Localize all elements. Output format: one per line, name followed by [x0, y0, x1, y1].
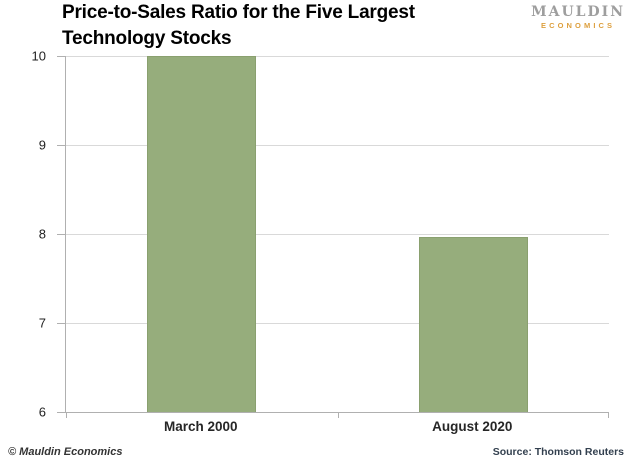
bar-august-2020 — [418, 236, 528, 412]
chart-title-line2: Technology Stocks — [62, 28, 232, 49]
y-axis-tick-label: 10 — [31, 48, 46, 64]
x-category-label: August 2020 — [432, 419, 513, 434]
chart-title-line1: Price-to-Sales Ratio for the Five Larges… — [62, 2, 415, 23]
y-axis-tick — [57, 323, 66, 324]
plot-area — [57, 56, 609, 418]
mauldin-logo-name: MAULDIN — [531, 4, 625, 20]
y-axis-tick — [57, 234, 66, 235]
gridline — [66, 56, 609, 57]
gridline — [66, 234, 609, 235]
y-axis-labels: 6 7 8 9 10 — [10, 49, 46, 420]
y-axis-tick-label: 7 — [38, 315, 46, 331]
x-axis-tick — [337, 412, 339, 418]
mauldin-logo: MAULDIN ECONOMICS — [531, 5, 625, 30]
y-axis-tick — [57, 145, 66, 146]
gridline — [66, 323, 609, 324]
gridline — [66, 145, 609, 146]
y-axis-tick — [57, 56, 66, 57]
bar-march-2000 — [147, 56, 257, 412]
x-axis-tick — [66, 412, 67, 418]
y-axis-tick-label: 9 — [38, 137, 46, 153]
chart-title: Price-to-Sales Ratio for the Five Larges… — [62, 0, 415, 52]
y-axis-tick-label: 8 — [38, 226, 46, 242]
mauldin-logo-tagline: ECONOMICS — [540, 21, 616, 30]
x-category-label: March 2000 — [163, 419, 238, 434]
y-axis-tick — [57, 412, 66, 413]
copyright-text: © Mauldin Economics — [8, 446, 123, 458]
y-axis-tick-label: 6 — [38, 404, 46, 420]
source-text: Source: Thomson Reuters — [492, 446, 624, 458]
x-axis-labels: March 2000 August 2020 — [65, 419, 608, 437]
x-axis-tick — [608, 412, 609, 418]
